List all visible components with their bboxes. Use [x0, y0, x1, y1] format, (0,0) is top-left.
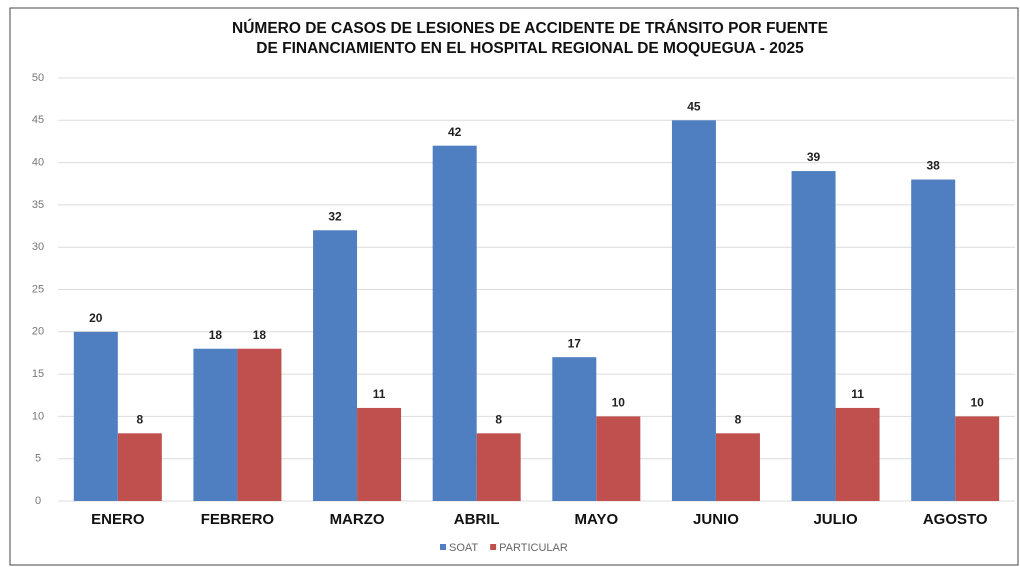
legend-label: PARTICULAR [499, 542, 568, 554]
value-label: 20 [89, 311, 103, 325]
bar [596, 416, 641, 501]
y-tick-label: 15 [32, 368, 44, 380]
value-label: 10 [971, 396, 985, 410]
y-tick-label: 5 [35, 453, 41, 465]
y-tick-label: 0 [35, 495, 41, 507]
y-tick-label: 10 [32, 410, 44, 422]
x-tick-label: MAYO [575, 511, 619, 528]
x-tick-label: FEBRERO [201, 511, 275, 528]
bar [955, 416, 1000, 501]
bar [357, 407, 402, 501]
y-tick-label: 20 [32, 326, 44, 338]
bar [73, 331, 118, 501]
value-label: 17 [568, 336, 582, 350]
bar [476, 433, 521, 501]
value-label: 45 [687, 99, 701, 113]
bar [791, 171, 836, 501]
value-label: 8 [735, 412, 742, 426]
x-tick-label: JULIO [813, 511, 858, 528]
value-label: 8 [495, 412, 502, 426]
value-label: 8 [136, 412, 143, 426]
bar [117, 433, 162, 501]
value-label: 32 [328, 209, 342, 223]
y-tick-label: 35 [32, 199, 44, 211]
bar [193, 348, 238, 501]
value-label: 10 [612, 396, 626, 410]
value-label: 18 [253, 328, 267, 342]
y-tick-label: 30 [32, 241, 44, 253]
bar [715, 433, 760, 501]
bar [237, 348, 282, 501]
bar [835, 407, 880, 501]
x-tick-label: MARZO [330, 511, 385, 528]
value-label: 42 [448, 125, 462, 139]
chart-title: NÚMERO DE CASOS DE LESIONES DE ACCIDENTE… [232, 19, 828, 37]
x-tick-label: JUNIO [693, 511, 739, 528]
x-tick-label: ABRIL [454, 511, 500, 528]
y-tick-label: 25 [32, 283, 44, 295]
x-tick-label: ENERO [91, 511, 145, 528]
bar [313, 230, 358, 501]
y-tick-label: 40 [32, 157, 44, 169]
value-label: 18 [209, 328, 223, 342]
value-label: 11 [373, 387, 386, 401]
legend-label: SOAT [449, 542, 478, 554]
legend-swatch [440, 544, 446, 550]
value-label: 11 [851, 387, 864, 401]
y-tick-label: 50 [32, 72, 44, 84]
bar [432, 145, 477, 501]
value-label: 39 [807, 150, 821, 164]
bar [671, 120, 716, 502]
x-tick-label: AGOSTO [923, 511, 988, 528]
bar [552, 357, 597, 501]
bar [911, 179, 956, 501]
value-label: 38 [927, 159, 941, 173]
legend-swatch [490, 544, 497, 550]
chart-title: DE FINANCIAMIENTO EN EL HOSPITAL REGIONA… [256, 40, 804, 57]
y-tick-label: 45 [32, 114, 44, 126]
